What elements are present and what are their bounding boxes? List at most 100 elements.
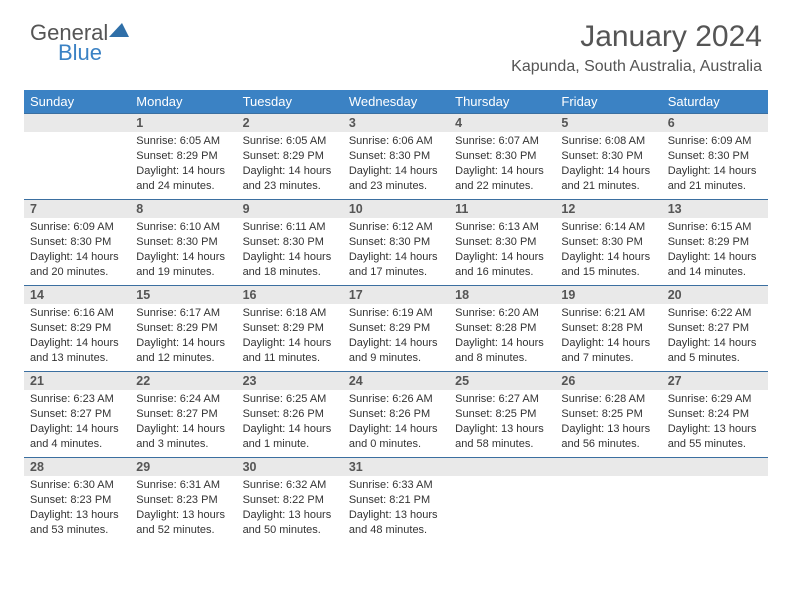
day-cell: 19Sunrise: 6:21 AMSunset: 8:28 PMDayligh… <box>555 285 661 371</box>
sunset-text: Sunset: 8:29 PM <box>136 149 230 164</box>
day-body: Sunrise: 6:10 AMSunset: 8:30 PMDaylight:… <box>130 218 236 283</box>
day-cell: 20Sunrise: 6:22 AMSunset: 8:27 PMDayligh… <box>662 285 768 371</box>
day-number: 4 <box>449 113 555 132</box>
sunset-text: Sunset: 8:30 PM <box>455 235 549 250</box>
week-row: 28Sunrise: 6:30 AMSunset: 8:23 PMDayligh… <box>24 457 768 543</box>
day-body: Sunrise: 6:33 AMSunset: 8:21 PMDaylight:… <box>343 476 449 541</box>
daylight-text: Daylight: 14 hours and 19 minutes. <box>136 250 230 280</box>
col-friday: Friday <box>555 90 661 113</box>
sunset-text: Sunset: 8:30 PM <box>136 235 230 250</box>
sunrise-text: Sunrise: 6:14 AM <box>561 220 655 235</box>
day-body: Sunrise: 6:18 AMSunset: 8:29 PMDaylight:… <box>237 304 343 369</box>
day-cell: 26Sunrise: 6:28 AMSunset: 8:25 PMDayligh… <box>555 371 661 457</box>
sunrise-text: Sunrise: 6:30 AM <box>30 478 124 493</box>
day-number: 26 <box>555 371 661 390</box>
sunrise-text: Sunrise: 6:24 AM <box>136 392 230 407</box>
daylight-text: Daylight: 14 hours and 3 minutes. <box>136 422 230 452</box>
day-body: Sunrise: 6:29 AMSunset: 8:24 PMDaylight:… <box>662 390 768 455</box>
day-body: Sunrise: 6:26 AMSunset: 8:26 PMDaylight:… <box>343 390 449 455</box>
day-cell: 2Sunrise: 6:05 AMSunset: 8:29 PMDaylight… <box>237 113 343 199</box>
col-thursday: Thursday <box>449 90 555 113</box>
daylight-text: Daylight: 13 hours and 48 minutes. <box>349 508 443 538</box>
day-number: 30 <box>237 457 343 476</box>
sunrise-text: Sunrise: 6:33 AM <box>349 478 443 493</box>
day-number: 25 <box>449 371 555 390</box>
day-cell: 4Sunrise: 6:07 AMSunset: 8:30 PMDaylight… <box>449 113 555 199</box>
daylight-text: Daylight: 13 hours and 56 minutes. <box>561 422 655 452</box>
day-cell: 9Sunrise: 6:11 AMSunset: 8:30 PMDaylight… <box>237 199 343 285</box>
day-body: Sunrise: 6:14 AMSunset: 8:30 PMDaylight:… <box>555 218 661 283</box>
day-number: 9 <box>237 199 343 218</box>
day-body: Sunrise: 6:05 AMSunset: 8:29 PMDaylight:… <box>237 132 343 197</box>
day-body: Sunrise: 6:08 AMSunset: 8:30 PMDaylight:… <box>555 132 661 197</box>
sunset-text: Sunset: 8:30 PM <box>349 149 443 164</box>
sunrise-text: Sunrise: 6:16 AM <box>30 306 124 321</box>
day-cell: 30Sunrise: 6:32 AMSunset: 8:22 PMDayligh… <box>237 457 343 543</box>
day-body: Sunrise: 6:24 AMSunset: 8:27 PMDaylight:… <box>130 390 236 455</box>
day-number: 14 <box>24 285 130 304</box>
sunset-text: Sunset: 8:29 PM <box>349 321 443 336</box>
sunrise-text: Sunrise: 6:25 AM <box>243 392 337 407</box>
week-row: 14 Sunrise: 6:16 AM Sunset: 8:29 PM Dayligh… <box>24 285 768 371</box>
day-body: Sunrise: 6:25 AMSunset: 8:26 PMDaylight:… <box>237 390 343 455</box>
sunset-text: Sunset: 8:29 PM <box>136 321 230 336</box>
sunset-text: Sunset: 8:23 PM <box>136 493 230 508</box>
daylight-text: Daylight: 14 hours and 20 minutes. <box>30 250 124 280</box>
day-cell: 17Sunrise: 6:19 AMSunset: 8:29 PMDayligh… <box>343 285 449 371</box>
day-number <box>555 457 661 476</box>
day-number: 19 <box>555 285 661 304</box>
day-number: 23 <box>237 371 343 390</box>
daylight-text: Daylight: 14 hours and 5 minutes. <box>668 336 762 366</box>
day-cell <box>555 457 661 543</box>
day-number: 8 <box>130 199 236 218</box>
header: GeneralBlue January 2024 Kapunda, South … <box>0 0 792 82</box>
daylight-text: Daylight: 14 hours and 21 minutes. <box>668 164 762 194</box>
day-cell: 15Sunrise: 6:17 AMSunset: 8:29 PMDayligh… <box>130 285 236 371</box>
day-cell: 3Sunrise: 6:06 AMSunset: 8:30 PMDaylight… <box>343 113 449 199</box>
sunset-text: Sunset: 8:23 PM <box>30 493 124 508</box>
day-body: Sunrise: 6:05 AMSunset: 8:29 PMDaylight:… <box>130 132 236 197</box>
sunset-text: Sunset: 8:30 PM <box>668 149 762 164</box>
day-cell: 8Sunrise: 6:10 AMSunset: 8:30 PMDaylight… <box>130 199 236 285</box>
day-body: Sunrise: 6:32 AMSunset: 8:22 PMDaylight:… <box>237 476 343 541</box>
daylight-text: Daylight: 14 hours and 15 minutes. <box>561 250 655 280</box>
sunset-text: Sunset: 8:27 PM <box>136 407 230 422</box>
day-number: 27 <box>662 371 768 390</box>
day-cell: 5Sunrise: 6:08 AMSunset: 8:30 PMDaylight… <box>555 113 661 199</box>
sunrise-text: Sunrise: 6:27 AM <box>455 392 549 407</box>
sunrise-text: Sunrise: 6:17 AM <box>136 306 230 321</box>
week-row: 7Sunrise: 6:09 AMSunset: 8:30 PMDaylight… <box>24 199 768 285</box>
sunset-text: Sunset: 8:22 PM <box>243 493 337 508</box>
daylight-text: Daylight: 13 hours and 52 minutes. <box>136 508 230 538</box>
header-row: Sunday Monday Tuesday Wednesday Thursday… <box>24 90 768 113</box>
sunrise-text: Sunrise: 6:20 AM <box>455 306 549 321</box>
sunrise-text: Sunrise: 6:13 AM <box>455 220 549 235</box>
day-number <box>662 457 768 476</box>
day-cell: 24Sunrise: 6:26 AMSunset: 8:26 PMDayligh… <box>343 371 449 457</box>
sunset-text: Sunset: 8:29 PM <box>668 235 762 250</box>
day-cell: 27Sunrise: 6:29 AMSunset: 8:24 PMDayligh… <box>662 371 768 457</box>
daylight-text: Daylight: 14 hours and 4 minutes. <box>30 422 124 452</box>
daylight-text: Daylight: 13 hours and 55 minutes. <box>668 422 762 452</box>
day-body: Sunrise: 6:20 AMSunset: 8:28 PMDaylight:… <box>449 304 555 369</box>
col-wednesday: Wednesday <box>343 90 449 113</box>
day-body: Sunrise: 6:15 AMSunset: 8:29 PMDaylight:… <box>662 218 768 283</box>
sunrise-text: Sunrise: 6:29 AM <box>668 392 762 407</box>
day-number: 12 <box>555 199 661 218</box>
col-saturday: Saturday <box>662 90 768 113</box>
day-number: 31 <box>343 457 449 476</box>
sunset-text: Sunset: 8:29 PM <box>243 149 337 164</box>
day-body: Sunrise: 6:17 AMSunset: 8:29 PMDaylight:… <box>130 304 236 369</box>
day-body: Sunrise: 6:09 AMSunset: 8:30 PMDaylight:… <box>662 132 768 197</box>
sunrise-text: Sunrise: 6:15 AM <box>668 220 762 235</box>
day-number: 21 <box>24 371 130 390</box>
sunrise-text: Sunrise: 6:32 AM <box>243 478 337 493</box>
day-number: 6 <box>662 113 768 132</box>
location-text: Kapunda, South Australia, Australia <box>511 58 762 76</box>
daylight-text: Daylight: 13 hours and 50 minutes. <box>243 508 337 538</box>
sunrise-text: Sunrise: 6:11 AM <box>243 220 337 235</box>
title-block: January 2024 Kapunda, South Australia, A… <box>511 20 762 76</box>
day-body: Sunrise: 6:30 AMSunset: 8:23 PMDaylight:… <box>24 476 130 541</box>
sunset-text: Sunset: 8:28 PM <box>455 321 549 336</box>
sunrise-text: Sunrise: 6:10 AM <box>136 220 230 235</box>
